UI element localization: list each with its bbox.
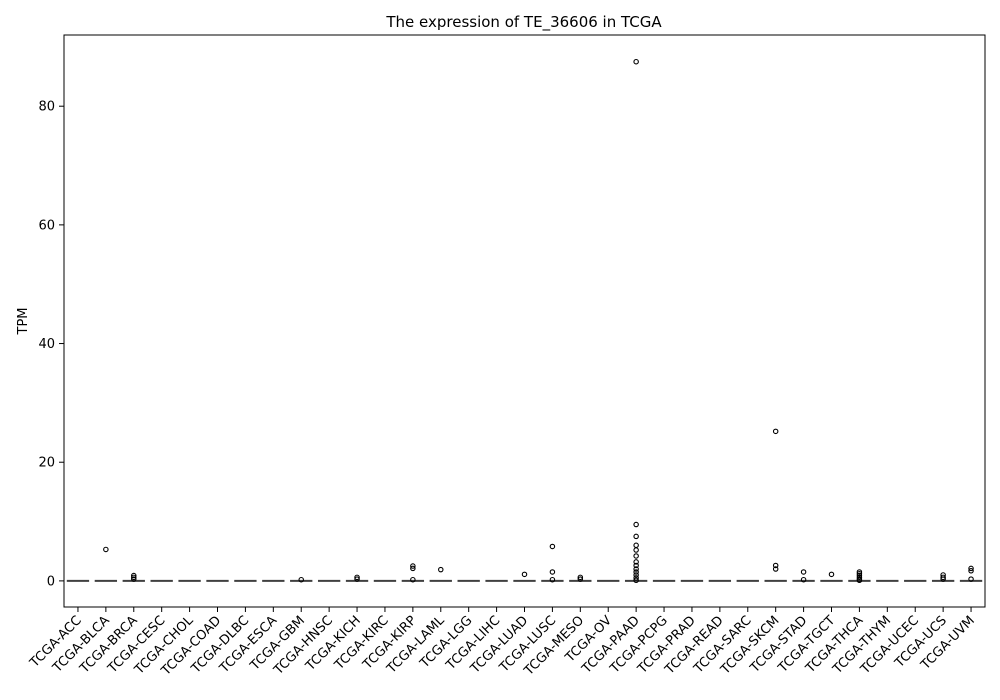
outlier-point [800, 569, 807, 575]
outlier-point [633, 58, 639, 65]
outlier-point [856, 571, 863, 577]
outlier-point [633, 533, 639, 540]
outlier-point [772, 562, 779, 569]
outlier-point [856, 572, 863, 579]
outlier-point [968, 568, 974, 574]
outlier-point [856, 569, 863, 575]
chart-title: The expression of TE_36606 in TCGA [385, 13, 662, 32]
y-axis-label: TPM [16, 308, 31, 336]
outlier-point [410, 563, 416, 569]
outlier-point [856, 574, 863, 581]
outlier-point [410, 576, 416, 583]
y-tick-label: 0 [47, 574, 55, 589]
y-tick-label: 20 [38, 456, 55, 471]
outlier-point [438, 566, 444, 573]
outlier-point [633, 542, 639, 549]
outlier-point [549, 569, 556, 575]
plot-area: 020406080TCGA-ACCTCGA-BLCATCGA-BRCATCGA-… [27, 58, 983, 679]
outlier-point [940, 572, 946, 578]
y-tick-label: 40 [38, 337, 55, 352]
outlier-point [633, 547, 639, 553]
outlier-point [633, 566, 639, 572]
outlier-point [131, 574, 137, 581]
outlier-point [131, 572, 137, 579]
plot-frame [63, 34, 986, 608]
outlier-point [549, 543, 556, 550]
outlier-point [298, 576, 304, 583]
outlier-point [940, 574, 946, 581]
outlier-point [354, 574, 360, 581]
outlier-point [577, 576, 584, 582]
outlier-point [549, 576, 556, 583]
outlier-point [856, 576, 863, 582]
outlier-point [772, 428, 779, 435]
outlier-point [828, 571, 835, 578]
outlier-point [968, 576, 974, 582]
outlier-point [800, 576, 807, 583]
outlier-point [633, 521, 639, 528]
y-tick-label: 60 [38, 218, 55, 233]
outlier-point [772, 566, 779, 572]
outlier-point [131, 576, 137, 582]
outlier-point [633, 553, 639, 559]
outlier-point [103, 546, 109, 553]
outlier-point [577, 574, 584, 581]
outlier-point [633, 575, 639, 581]
outlier-point [410, 565, 416, 572]
outlier-point [633, 559, 639, 565]
outlier-point [521, 571, 528, 578]
outlier-point [354, 576, 360, 582]
outlier-point [968, 565, 974, 572]
outlier-point [633, 569, 639, 575]
outlier-point [633, 562, 639, 569]
outlier-point [633, 572, 639, 578]
y-tick-label: 80 [38, 100, 55, 115]
outlier-point [633, 577, 639, 584]
